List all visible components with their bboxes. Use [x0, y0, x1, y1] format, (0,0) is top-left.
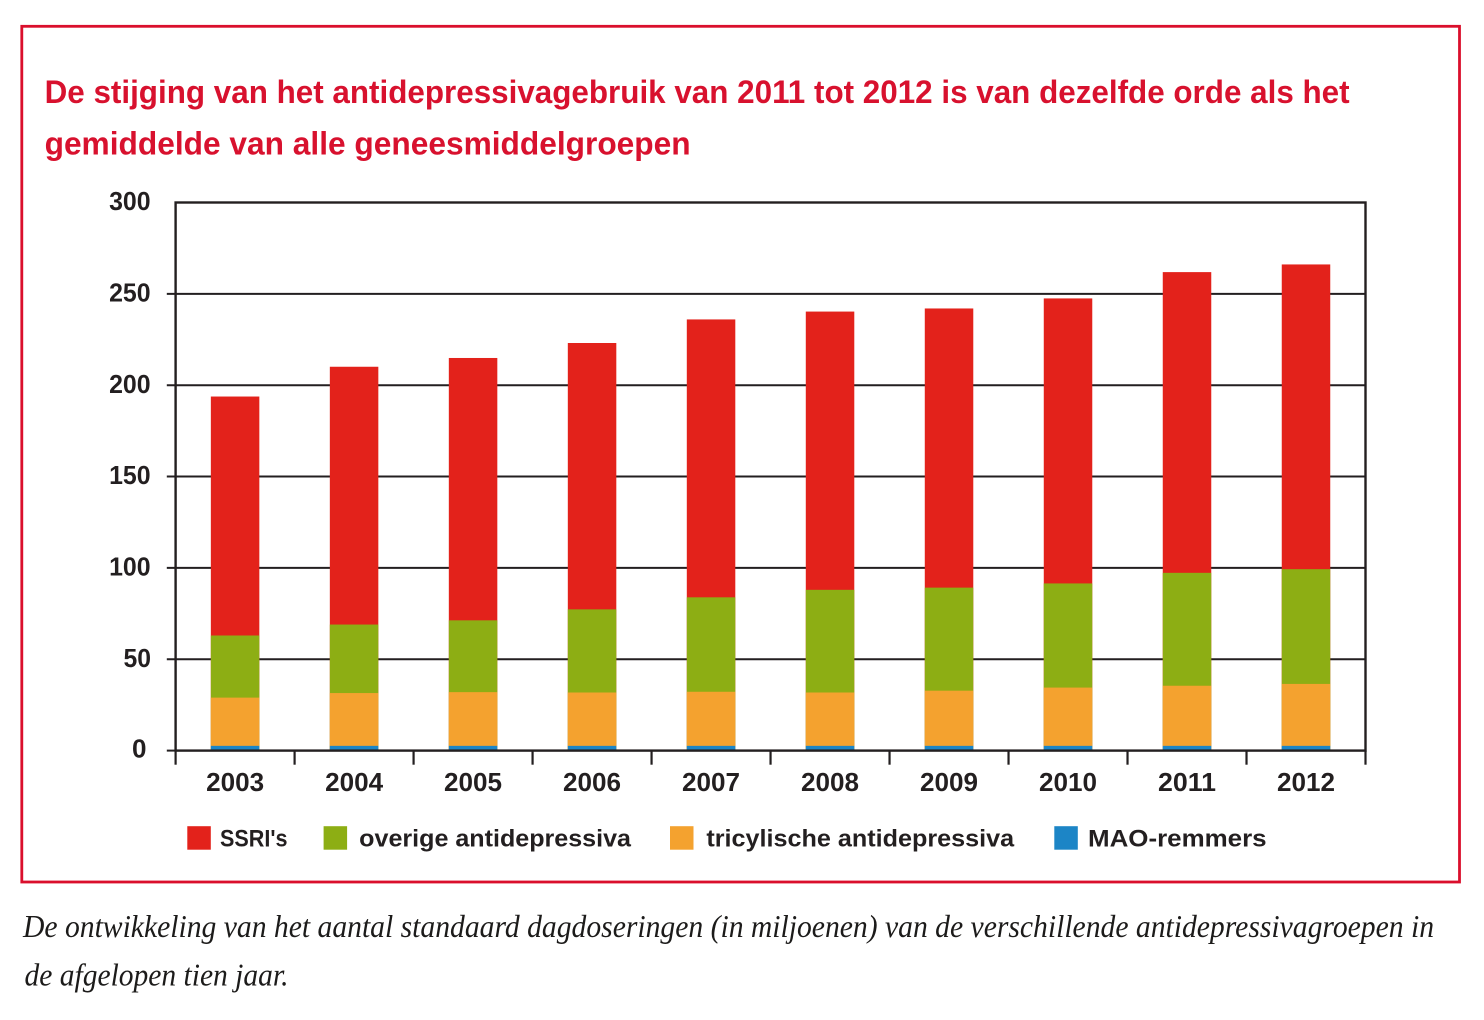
svg-text:overige antidepressiva: overige antidepressiva — [359, 826, 631, 853]
svg-text:De stijging van het antidepres: De stijging van het antidepressivagebrui… — [45, 74, 1350, 110]
svg-text:2006: 2006 — [563, 767, 621, 797]
svg-text:2005: 2005 — [444, 767, 502, 797]
svg-text:0: 0 — [132, 733, 147, 763]
svg-text:200: 200 — [109, 369, 151, 399]
svg-text:250: 250 — [109, 278, 151, 308]
svg-text:2007: 2007 — [682, 767, 740, 797]
svg-text:100: 100 — [109, 552, 151, 582]
svg-text:gemiddelde van alle geneesmidd: gemiddelde van alle geneesmiddelgroepen — [45, 126, 691, 162]
svg-text:De ontwikkeling van het aantal: De ontwikkeling van het aantal standaard… — [22, 908, 1434, 944]
svg-text:2012: 2012 — [1277, 767, 1335, 797]
svg-text:tricylische antidepressiva: tricylische antidepressiva — [706, 826, 1014, 853]
svg-text:SSRI's: SSRI's — [220, 826, 288, 853]
svg-text:MAO-remmers: MAO-remmers — [1088, 826, 1267, 853]
svg-text:50: 50 — [124, 643, 152, 673]
svg-text:2008: 2008 — [801, 767, 859, 797]
svg-text:2004: 2004 — [325, 767, 384, 797]
svg-text:150: 150 — [109, 460, 151, 490]
svg-text:300: 300 — [109, 186, 151, 216]
svg-text:2011: 2011 — [1158, 767, 1216, 797]
svg-text:de afgelopen tien jaar.: de afgelopen tien jaar. — [25, 957, 289, 993]
svg-text:2010: 2010 — [1039, 767, 1097, 797]
svg-text:2003: 2003 — [206, 767, 264, 797]
svg-text:2009: 2009 — [920, 767, 978, 797]
